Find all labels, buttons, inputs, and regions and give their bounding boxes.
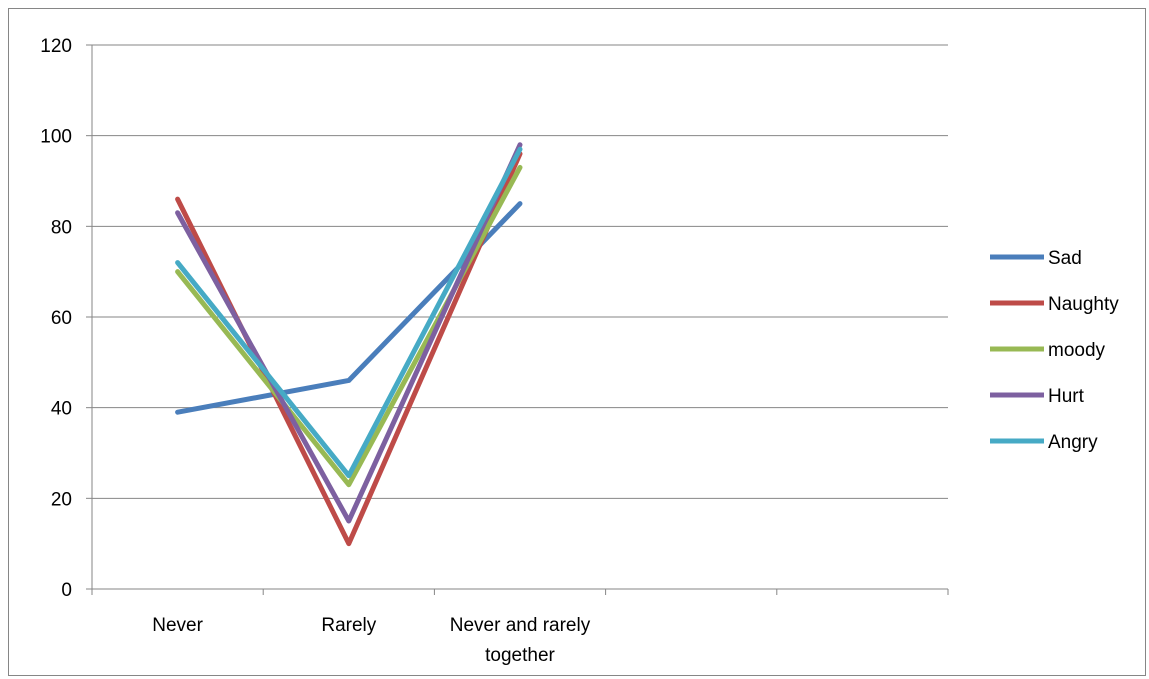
gridlines xyxy=(92,44,948,499)
y-tick-label: 0 xyxy=(61,580,72,601)
y-tick-label: 100 xyxy=(40,127,72,148)
y-tick-label: 40 xyxy=(51,399,72,420)
y-tick-label: 120 xyxy=(40,36,72,57)
legend-label: moody xyxy=(1048,340,1106,361)
legend-label: Naughty xyxy=(1048,294,1119,315)
axes: 0 20 40 60 80 100 120 Never Rarely Never and rare… xyxy=(40,36,949,666)
legend-label: Sad xyxy=(1048,248,1082,269)
legend-label: Angry xyxy=(1048,432,1098,453)
series-lines xyxy=(175,142,523,547)
x-tick-label: Never and rarely together xyxy=(450,615,591,666)
x-tick-label: Rarely xyxy=(321,615,376,636)
y-tick-label: 60 xyxy=(51,308,72,329)
legend: Sad Naughty moody Hurt Angry xyxy=(990,248,1119,453)
x-tick-label: Never xyxy=(152,615,203,636)
series-line-hurt xyxy=(175,142,523,524)
legend-label: Hurt xyxy=(1048,386,1085,407)
series-line-angry xyxy=(175,146,523,479)
y-tick-label: 20 xyxy=(51,489,72,510)
y-tick-label: 80 xyxy=(51,217,72,238)
chart-frame xyxy=(8,8,1146,676)
